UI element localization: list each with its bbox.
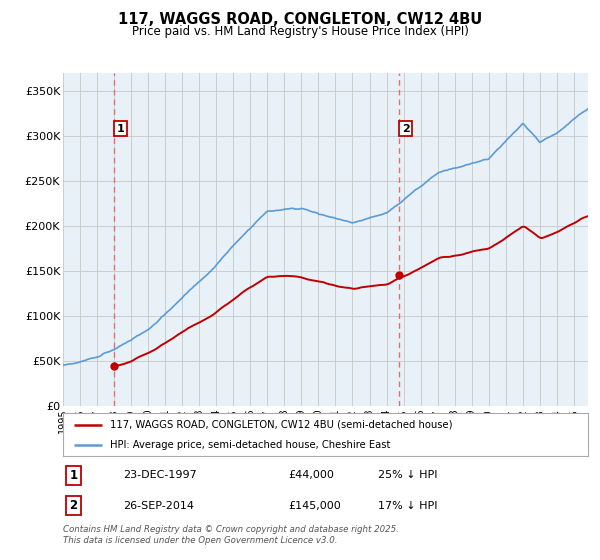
- Text: 1: 1: [116, 124, 124, 134]
- Text: 117, WAGGS ROAD, CONGLETON, CW12 4BU: 117, WAGGS ROAD, CONGLETON, CW12 4BU: [118, 12, 482, 27]
- Text: 23-DEC-1997: 23-DEC-1997: [124, 470, 197, 480]
- Text: 2: 2: [70, 499, 77, 512]
- Text: HPI: Average price, semi-detached house, Cheshire East: HPI: Average price, semi-detached house,…: [110, 440, 391, 450]
- Text: 2: 2: [402, 124, 409, 134]
- Text: Contains HM Land Registry data © Crown copyright and database right 2025.
This d: Contains HM Land Registry data © Crown c…: [63, 525, 399, 545]
- Text: £44,000: £44,000: [289, 470, 335, 480]
- Text: 25% ↓ HPI: 25% ↓ HPI: [378, 470, 437, 480]
- Text: Price paid vs. HM Land Registry's House Price Index (HPI): Price paid vs. HM Land Registry's House …: [131, 25, 469, 38]
- Text: 1: 1: [70, 469, 77, 482]
- Text: 26-SEP-2014: 26-SEP-2014: [124, 501, 194, 511]
- Text: £145,000: £145,000: [289, 501, 341, 511]
- Text: 17% ↓ HPI: 17% ↓ HPI: [378, 501, 437, 511]
- Text: 117, WAGGS ROAD, CONGLETON, CW12 4BU (semi-detached house): 117, WAGGS ROAD, CONGLETON, CW12 4BU (se…: [110, 419, 453, 430]
